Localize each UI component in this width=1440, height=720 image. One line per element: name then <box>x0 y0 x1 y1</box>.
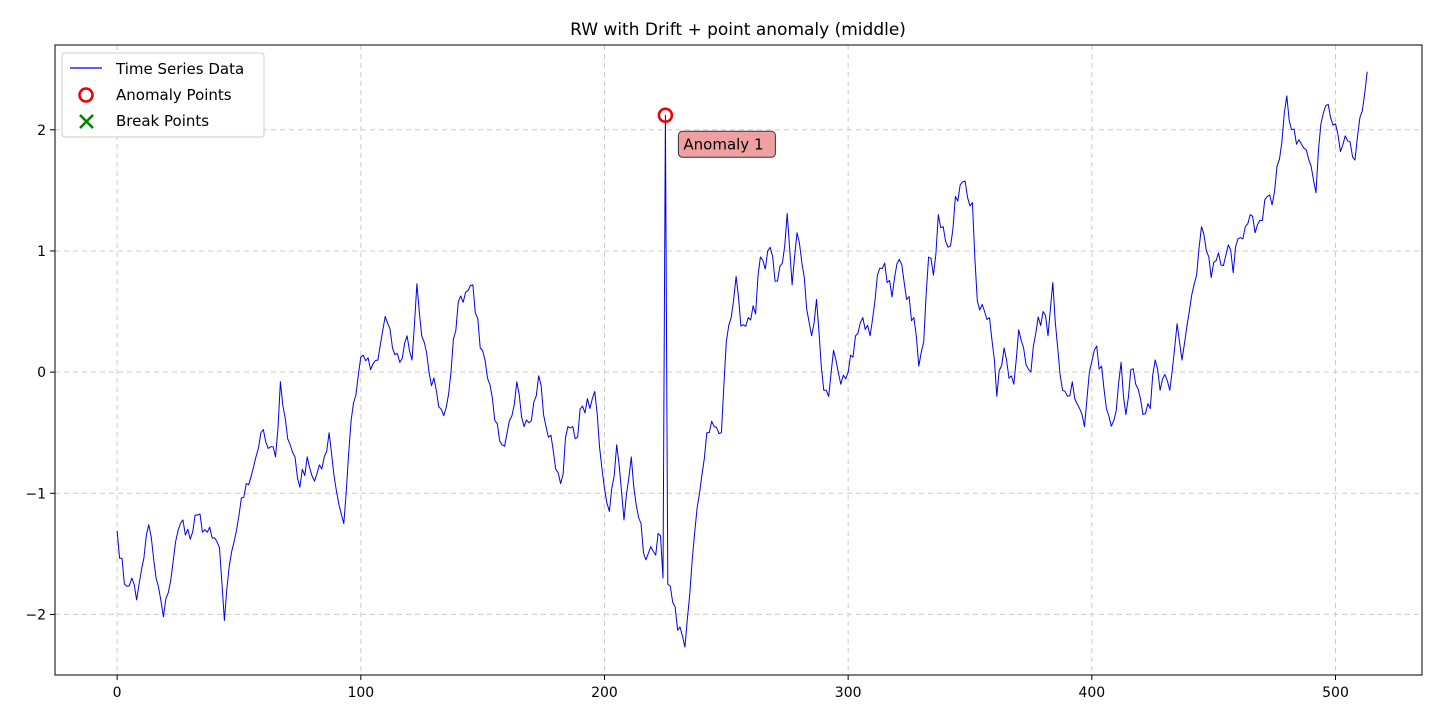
anomaly-point-marker <box>657 107 674 124</box>
x-tick-label: 400 <box>1078 685 1105 701</box>
chart-title: RW with Drift + point anomaly (middle) <box>570 20 906 40</box>
y-tick-label: −2 <box>25 607 46 623</box>
legend-x-swatch <box>79 114 94 129</box>
y-tick-label: 0 <box>37 365 46 381</box>
x-tick-label: 0 <box>113 685 122 701</box>
anomaly-annotation-box <box>677 130 776 158</box>
x-tick-label: 500 <box>1322 685 1349 701</box>
legend-label-break: Break Points <box>116 112 209 130</box>
y-tick-label: 2 <box>37 123 46 139</box>
legend-label-series: Time Series Data <box>115 60 244 78</box>
grid <box>55 45 1422 675</box>
series-line-time-series-data <box>116 71 1368 648</box>
plot-area <box>54 44 1423 676</box>
legend-circle-swatch <box>78 87 94 103</box>
legend-label-anomaly: Anomaly Points <box>116 86 232 104</box>
y-tick-label: −1 <box>25 486 46 502</box>
annotation-layer: Anomaly 1 <box>657 107 776 158</box>
anomaly-annotation-label: Anomaly 1 <box>683 135 763 153</box>
series-layer <box>116 71 1368 648</box>
axis-ticks: 0 100 200 300 400 500 −2 −1 0 1 2 <box>25 123 1349 701</box>
legend-box <box>61 52 265 138</box>
x-tick-label: 200 <box>591 685 618 701</box>
x-tick-label: 300 <box>835 685 862 701</box>
legend: Time Series Data Anomaly Points Break Po… <box>61 52 265 138</box>
y-tick-label: 1 <box>37 244 46 260</box>
x-tick-label: 100 <box>347 685 374 701</box>
